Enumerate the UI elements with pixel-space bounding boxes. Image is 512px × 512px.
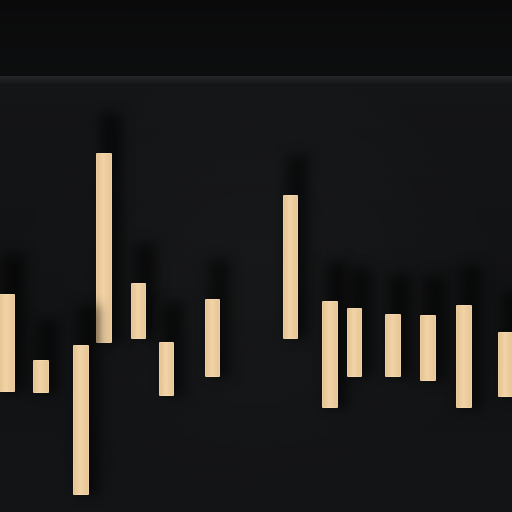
waveform-bar (322, 301, 338, 409)
waveform-bar (420, 314, 436, 381)
waveform-bar (456, 304, 472, 408)
waveform-bar (385, 313, 401, 377)
waveform-bar (73, 344, 89, 495)
waveform-bar (159, 342, 174, 396)
waveform-bar (33, 360, 49, 393)
waveform-bar (283, 194, 298, 340)
waveform-bar (0, 293, 15, 392)
waveform-bar (131, 283, 146, 339)
divider (0, 76, 512, 86)
waveform-bar (498, 331, 512, 397)
waveform-bar (96, 152, 112, 343)
waveform-bar (205, 299, 220, 378)
top-bar (0, 0, 512, 76)
waveform-bar (347, 308, 362, 378)
